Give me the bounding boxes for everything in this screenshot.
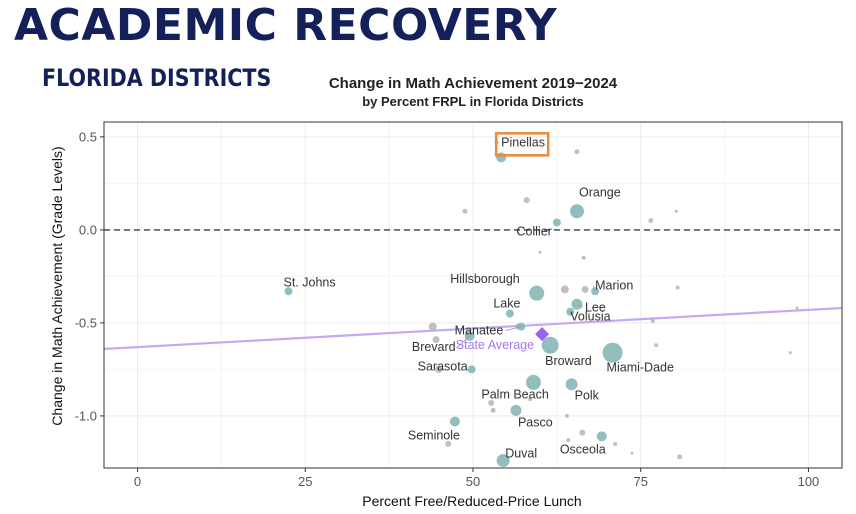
- district-point-palm-beach: [525, 374, 541, 390]
- district-point: [675, 285, 680, 290]
- district-point: [581, 255, 586, 260]
- district-point: [435, 365, 443, 373]
- y-tick-label: 0.0: [79, 222, 97, 237]
- district-point: [788, 351, 792, 355]
- district-point-st-johns: [284, 287, 293, 296]
- district-point: [566, 438, 571, 443]
- point-label: Pinellas: [501, 135, 545, 149]
- point-label: Manatee: [455, 324, 504, 338]
- x-tick-label: 25: [298, 474, 312, 489]
- point-label: Volusia: [570, 310, 610, 324]
- district-point-miami-dade: [602, 342, 623, 363]
- district-point: [654, 343, 659, 348]
- district-point: [579, 429, 586, 436]
- leader-line: [505, 326, 522, 332]
- y-tick-label: -0.5: [75, 315, 97, 330]
- point-label: Pasco: [518, 415, 553, 429]
- point-label: Brevard: [412, 340, 456, 354]
- district-point-lake: [505, 309, 514, 318]
- chart-subtitle: by Percent FRPL in Florida Districts: [362, 94, 584, 109]
- highlight-box: [494, 132, 550, 157]
- grid-layer: [104, 122, 842, 468]
- sub-title: FLORIDA DISTRICTS: [42, 64, 272, 92]
- district-point: [490, 407, 496, 413]
- point-label: Lake: [493, 297, 520, 311]
- point-label: Seminole: [408, 428, 460, 442]
- x-tick-label: 50: [466, 474, 480, 489]
- district-point: [462, 208, 468, 214]
- state-average-label: State Average: [456, 338, 534, 352]
- x-tick-label: 75: [633, 474, 647, 489]
- point-label: Polk: [575, 388, 600, 402]
- leader-line: [457, 335, 470, 348]
- district-point-sarasota: [467, 365, 476, 374]
- district-point: [538, 250, 542, 254]
- point-label: Palm Beach: [481, 387, 548, 401]
- x-axis-label: Percent Free/Reduced-Price Lunch: [362, 493, 581, 509]
- leader-line: [592, 285, 596, 292]
- trend-line: [103, 306, 843, 351]
- district-point: [795, 306, 799, 310]
- district-point: [528, 397, 533, 402]
- data-points: [284, 140, 799, 468]
- point-label: St. Johns: [284, 275, 336, 289]
- tick-labels: 0 25 50 75 100 0.5 0.0 -0.5 -1.0: [75, 129, 820, 489]
- y-tick-label: -1.0: [75, 408, 97, 423]
- point-label: Marion: [595, 278, 633, 292]
- point-label: Hillsborough: [450, 272, 520, 286]
- district-point: [648, 218, 654, 224]
- x-tick-label: 100: [798, 474, 820, 489]
- district-point: [630, 451, 634, 455]
- state-average-marker: [535, 327, 550, 342]
- district-point: [445, 440, 452, 447]
- plot-panel-border: [103, 121, 843, 469]
- district-point-pasco: [510, 404, 522, 416]
- district-point: [432, 336, 440, 344]
- point-label: Orange: [579, 185, 621, 199]
- district-point: [650, 319, 655, 324]
- district-point-orange: [569, 204, 584, 219]
- district-point-duval: [496, 454, 510, 468]
- reference-lines: [103, 121, 843, 469]
- y-tick-label: 0.5: [79, 129, 97, 144]
- point-label: Sarasota: [418, 359, 468, 373]
- main-title: ACADEMIC RECOVERY: [14, 0, 558, 51]
- district-point-pinellas: [496, 152, 507, 163]
- district-point-collier: [552, 218, 561, 227]
- y-axis-label: Change in Math Achievement (Grade Levels…: [49, 146, 65, 425]
- chart-title: Change in Math Achievement 2019−2024: [329, 75, 618, 92]
- district-point: [564, 413, 569, 418]
- point-label: Collier: [516, 224, 551, 238]
- point-label: Osceola: [560, 442, 606, 456]
- district-point: [523, 197, 530, 204]
- district-point: [428, 322, 437, 331]
- district-point: [488, 399, 495, 406]
- district-point: [613, 441, 618, 446]
- point-label: Duval: [505, 447, 537, 461]
- point-label: Miami-Dade: [607, 361, 674, 375]
- district-point-hillsborough: [529, 285, 545, 301]
- district-point-seminole: [449, 416, 460, 427]
- point-label: Broward: [545, 354, 592, 368]
- district-point: [581, 285, 589, 293]
- point-label: Lee: [585, 300, 606, 314]
- leader-line: [576, 303, 584, 308]
- district-point-volusia: [566, 307, 575, 316]
- point-labels: Pinellas Orange Collier St. Johns Hillsborou…: [284, 132, 674, 461]
- district-point: [574, 149, 580, 155]
- district-point: [674, 209, 678, 213]
- district-point-polk: [565, 378, 578, 391]
- district-point: [560, 285, 569, 294]
- x-tick-label: 0: [134, 474, 141, 489]
- district-point-osceola: [596, 431, 607, 442]
- district-point: [677, 454, 683, 460]
- district-point-broward: [541, 336, 559, 354]
